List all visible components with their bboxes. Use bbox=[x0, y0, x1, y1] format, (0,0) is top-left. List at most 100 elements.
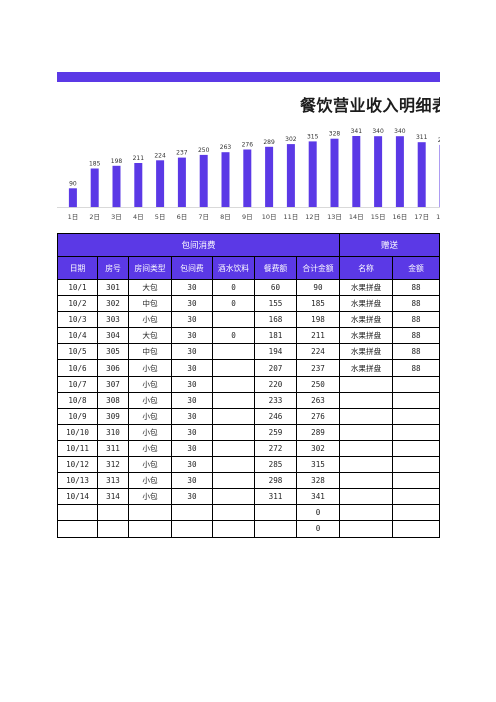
cell-meal[interactable]: 311 bbox=[254, 488, 297, 506]
cell-meal[interactable]: 233 bbox=[254, 391, 297, 409]
cell-gift-amount[interactable] bbox=[392, 504, 440, 522]
cell-drinks[interactable] bbox=[212, 391, 255, 409]
cell-gift-name[interactable] bbox=[339, 456, 394, 474]
cell-date[interactable]: 10/10 bbox=[57, 423, 98, 441]
cell-drinks[interactable] bbox=[212, 343, 255, 361]
cell-room-fee[interactable]: 30 bbox=[171, 295, 213, 313]
cell-room-fee[interactable]: 30 bbox=[171, 311, 213, 329]
cell-gift-amount[interactable] bbox=[392, 391, 440, 409]
cell-meal[interactable]: 272 bbox=[254, 439, 297, 458]
cell-room-no[interactable]: 303 bbox=[97, 311, 129, 329]
cell-room-type[interactable]: 小包 bbox=[128, 456, 172, 474]
cell-gift-amount[interactable] bbox=[392, 423, 440, 441]
cell-date[interactable]: 10/8 bbox=[57, 391, 98, 409]
cell-drinks[interactable] bbox=[212, 488, 255, 506]
cell-meal[interactable]: 285 bbox=[254, 456, 297, 474]
cell-date[interactable]: 10/1 bbox=[57, 278, 98, 297]
cell-room-type[interactable]: 小包 bbox=[128, 375, 172, 393]
cell-gift-name[interactable]: 水果拼盘 bbox=[339, 295, 394, 313]
cell-room-type[interactable]: 中包 bbox=[128, 295, 172, 313]
cell-room-type[interactable] bbox=[128, 504, 172, 522]
cell-room-no[interactable]: 307 bbox=[97, 375, 129, 393]
cell-drinks[interactable] bbox=[212, 504, 255, 522]
cell-room-fee[interactable]: 30 bbox=[171, 456, 213, 474]
cell-room-type[interactable] bbox=[128, 520, 172, 538]
cell-meal[interactable]: 259 bbox=[254, 423, 297, 441]
cell-room-no[interactable]: 304 bbox=[97, 327, 129, 345]
cell-gift-name[interactable]: 水果拼盘 bbox=[339, 359, 394, 377]
cell-drinks[interactable] bbox=[212, 311, 255, 329]
cell-drinks[interactable] bbox=[212, 456, 255, 474]
cell-total[interactable]: 302 bbox=[295, 439, 341, 458]
cell-total[interactable]: 315 bbox=[295, 456, 341, 474]
cell-total[interactable]: 198 bbox=[295, 311, 341, 329]
cell-room-fee[interactable]: 30 bbox=[171, 407, 213, 425]
cell-date[interactable]: 10/12 bbox=[57, 456, 98, 474]
cell-room-fee[interactable]: 30 bbox=[171, 327, 213, 345]
cell-gift-amount[interactable]: 88 bbox=[392, 359, 440, 377]
cell-room-type[interactable]: 大包 bbox=[128, 278, 172, 297]
cell-gift-name[interactable] bbox=[339, 407, 394, 425]
cell-gift-amount[interactable] bbox=[392, 439, 440, 458]
cell-gift-name[interactable]: 水果拼盘 bbox=[339, 343, 394, 361]
cell-date[interactable]: 10/3 bbox=[57, 311, 98, 329]
cell-room-fee[interactable]: 30 bbox=[171, 359, 213, 377]
cell-total[interactable]: 328 bbox=[295, 472, 341, 490]
cell-gift-amount[interactable] bbox=[392, 456, 440, 474]
cell-total[interactable]: 90 bbox=[295, 278, 341, 297]
cell-room-fee[interactable]: 30 bbox=[171, 439, 213, 458]
cell-total[interactable]: 224 bbox=[295, 343, 341, 361]
cell-total[interactable]: 0 bbox=[295, 520, 341, 538]
cell-total[interactable]: 211 bbox=[295, 327, 341, 345]
cell-room-type[interactable]: 小包 bbox=[128, 359, 172, 377]
cell-room-type[interactable]: 小包 bbox=[128, 391, 172, 409]
cell-meal[interactable]: 298 bbox=[254, 472, 297, 490]
cell-date[interactable] bbox=[57, 504, 98, 522]
cell-room-type[interactable]: 大包 bbox=[128, 327, 172, 345]
cell-gift-amount[interactable]: 88 bbox=[392, 278, 440, 297]
cell-room-type[interactable]: 小包 bbox=[128, 472, 172, 490]
cell-gift-name[interactable] bbox=[339, 375, 394, 393]
cell-meal[interactable]: 220 bbox=[254, 375, 297, 393]
cell-room-fee[interactable] bbox=[171, 520, 213, 538]
cell-room-no[interactable]: 309 bbox=[97, 407, 129, 425]
cell-room-fee[interactable]: 30 bbox=[171, 472, 213, 490]
cell-meal[interactable] bbox=[254, 504, 297, 522]
cell-gift-amount[interactable] bbox=[392, 520, 440, 538]
cell-gift-amount[interactable]: 88 bbox=[392, 327, 440, 345]
cell-date[interactable] bbox=[57, 520, 98, 538]
cell-room-type[interactable]: 小包 bbox=[128, 311, 172, 329]
cell-meal[interactable] bbox=[254, 520, 297, 538]
cell-gift-name[interactable] bbox=[339, 391, 394, 409]
cell-gift-amount[interactable]: 88 bbox=[392, 295, 440, 313]
cell-room-no[interactable]: 301 bbox=[97, 278, 129, 297]
cell-date[interactable]: 10/5 bbox=[57, 343, 98, 361]
cell-room-no[interactable]: 311 bbox=[97, 439, 129, 458]
cell-room-no[interactable]: 308 bbox=[97, 391, 129, 409]
cell-total[interactable]: 0 bbox=[295, 504, 341, 522]
cell-room-no[interactable]: 305 bbox=[97, 343, 129, 361]
cell-total[interactable]: 276 bbox=[295, 407, 341, 425]
cell-room-type[interactable]: 小包 bbox=[128, 488, 172, 506]
cell-date[interactable]: 10/13 bbox=[57, 472, 98, 490]
cell-total[interactable]: 237 bbox=[295, 359, 341, 377]
cell-gift-name[interactable] bbox=[339, 439, 394, 458]
cell-room-type[interactable]: 小包 bbox=[128, 407, 172, 425]
cell-drinks[interactable]: 0 bbox=[212, 278, 255, 297]
cell-room-fee[interactable]: 30 bbox=[171, 423, 213, 441]
cell-gift-amount[interactable]: 88 bbox=[392, 343, 440, 361]
cell-room-fee[interactable]: 30 bbox=[171, 375, 213, 393]
cell-gift-name[interactable] bbox=[339, 472, 394, 490]
cell-gift-name[interactable] bbox=[339, 520, 394, 538]
cell-room-fee[interactable]: 30 bbox=[171, 343, 213, 361]
cell-meal[interactable]: 60 bbox=[254, 278, 297, 297]
cell-gift-amount[interactable] bbox=[392, 375, 440, 393]
cell-gift-name[interactable] bbox=[339, 423, 394, 441]
cell-meal[interactable]: 194 bbox=[254, 343, 297, 361]
cell-gift-name[interactable] bbox=[339, 488, 394, 506]
cell-total[interactable]: 185 bbox=[295, 295, 341, 313]
cell-date[interactable]: 10/2 bbox=[57, 295, 98, 313]
cell-gift-name[interactable]: 水果拼盘 bbox=[339, 327, 394, 345]
cell-date[interactable]: 10/6 bbox=[57, 359, 98, 377]
cell-room-no[interactable] bbox=[97, 520, 129, 538]
